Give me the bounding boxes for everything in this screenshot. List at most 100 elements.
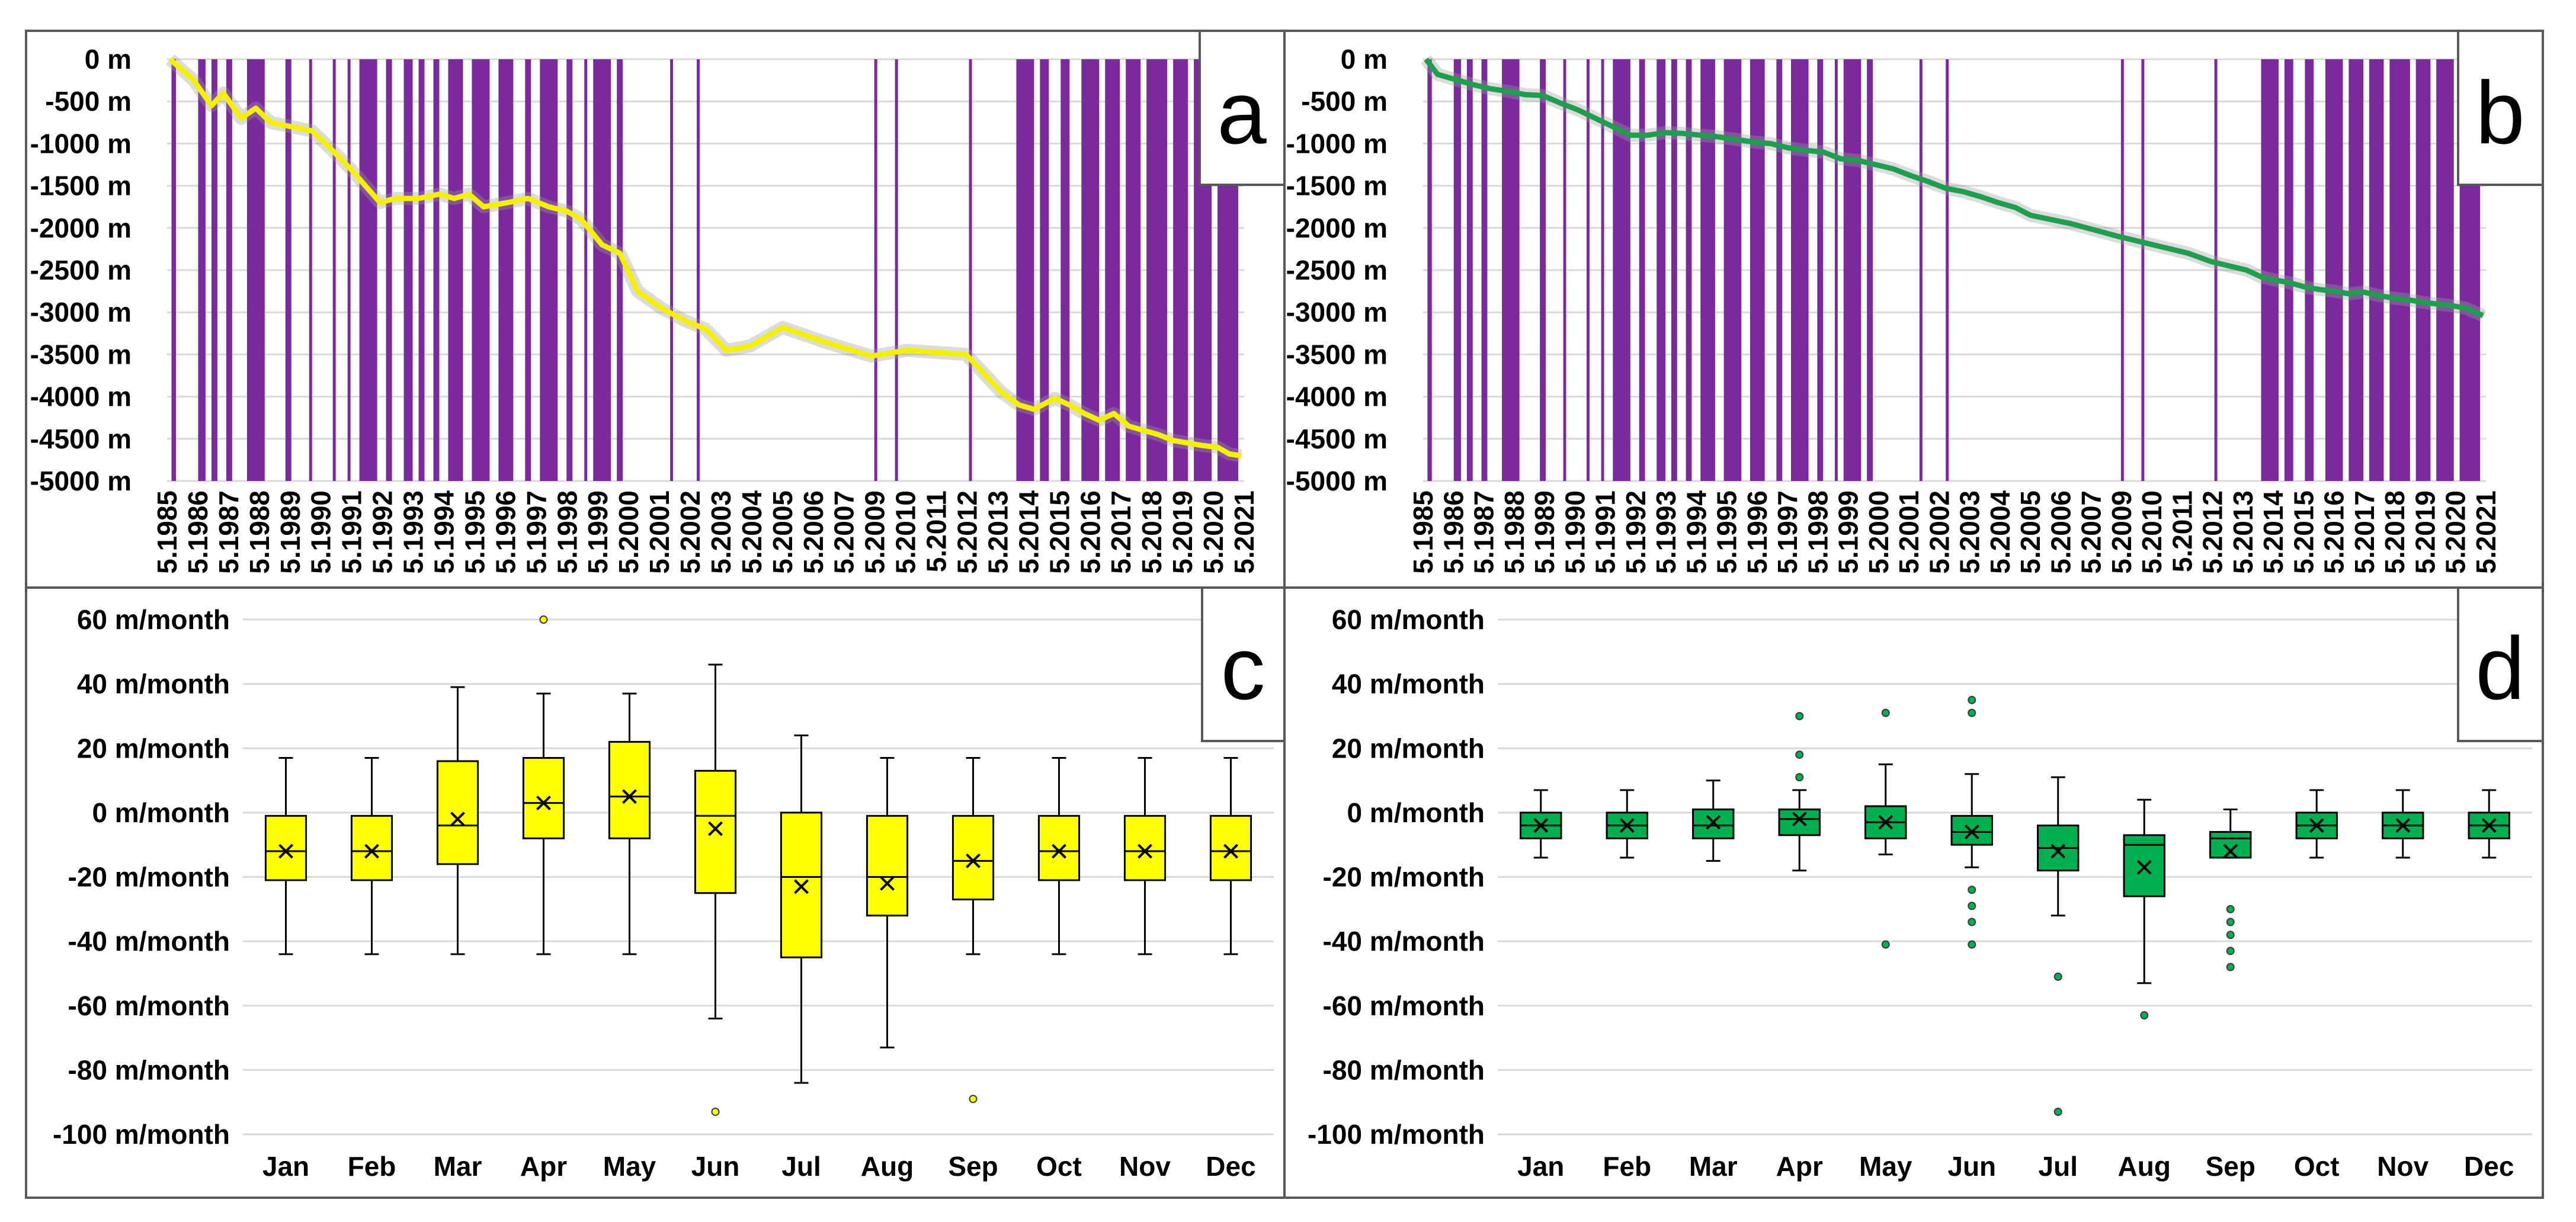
mean-marker — [1052, 843, 1066, 859]
mean-marker — [622, 789, 637, 804]
mean-marker — [2223, 843, 2238, 859]
x-tick-label: Mar — [434, 1151, 482, 1182]
x-tick-label: Aug — [861, 1151, 914, 1182]
x-tick-label: 5.2015 — [1044, 490, 1075, 574]
event-band — [593, 59, 611, 481]
y-tick-label: -2500 m — [30, 255, 132, 286]
panel-d-label: d — [2475, 618, 2524, 718]
event-band — [525, 59, 531, 481]
event-band — [1016, 59, 1034, 481]
event-band — [347, 59, 351, 481]
x-tick-label: 5.2001 — [1893, 490, 1924, 574]
event-band — [874, 59, 877, 481]
mean-marker — [1533, 818, 1549, 833]
event-band — [540, 59, 558, 481]
event-band — [1173, 59, 1188, 481]
y-tick-label: -40 m/month — [68, 926, 230, 957]
event-band — [1834, 59, 1838, 481]
outlier-point — [2053, 1107, 2062, 1116]
event-band — [617, 59, 623, 481]
outlier-point — [1968, 708, 1976, 717]
event-band — [1817, 59, 1824, 481]
y-tick-label: -500 m — [1301, 86, 1388, 117]
box — [1778, 808, 1821, 836]
event-band — [566, 59, 573, 481]
x-tick-label: Dec — [1206, 1151, 1255, 1182]
x-tick-label: 5.2012 — [2197, 490, 2228, 574]
x-tick-label: 5.1996 — [490, 490, 521, 574]
panel-d-label-box — [2457, 586, 2544, 742]
outlier-point — [969, 1095, 978, 1104]
outlier-point — [1968, 940, 1976, 949]
x-tick-label: 5.2003 — [706, 490, 736, 574]
x-tick-label: 5.1993 — [1651, 490, 1681, 574]
x-tick-label: 5.2004 — [1985, 490, 2016, 574]
x-tick-label: 5.1997 — [1772, 490, 1803, 574]
event-band — [1671, 59, 1677, 481]
x-tick-label: Feb — [1603, 1151, 1651, 1182]
event-band — [1502, 59, 1520, 481]
mean-marker — [1878, 814, 1893, 830]
event-band — [2284, 59, 2293, 481]
x-tick-label: 5.2003 — [1955, 490, 1985, 574]
x-tick-label: Oct — [2294, 1151, 2340, 1182]
x-tick-label: 5.2001 — [644, 490, 675, 574]
x-tick-label: 5.2009 — [860, 490, 890, 574]
box — [2209, 830, 2252, 859]
mean-marker — [1223, 843, 1238, 859]
y-tick-label: -60 m/month — [1323, 990, 1485, 1021]
outlier-point — [1881, 708, 1890, 717]
x-tick-label: Apr — [1776, 1151, 1823, 1182]
y-tick-label: -100 m/month — [1308, 1119, 1485, 1150]
outlier-point — [1968, 886, 1976, 894]
x-tick-label: 5.2019 — [2410, 490, 2440, 574]
y-tick-label: -2000 m — [1286, 213, 1388, 243]
x-tick-label: 5.2021 — [1229, 490, 1260, 574]
event-band — [309, 59, 312, 481]
panel-b: 0 m -500 m -1000 m -1500 m -2000 m -2500 m -30… — [1286, 44, 2501, 574]
panel-b-label-box — [2457, 30, 2544, 186]
x-tick-label: Apr — [520, 1151, 567, 1182]
x-tick-label: 5.2013 — [2228, 490, 2258, 574]
event-band — [2415, 59, 2431, 481]
x-tick-label: 5.2015 — [2288, 490, 2319, 574]
event-band — [2389, 59, 2410, 481]
event-band — [1750, 59, 1765, 481]
x-tick-label: 5.2019 — [1167, 490, 1198, 574]
x-tick-label: 5.1991 — [337, 490, 367, 574]
y-tick-label: -4500 m — [1286, 424, 1388, 454]
event-band — [2436, 59, 2454, 481]
x-tick-label: 5.1990 — [306, 490, 337, 574]
mean-marker — [1964, 825, 1979, 839]
event-band — [2141, 59, 2145, 481]
event-band — [2348, 59, 2363, 481]
x-tick-label: 5.2020 — [2440, 490, 2471, 574]
event-band — [498, 59, 514, 481]
mean-marker — [880, 875, 895, 891]
box — [1037, 814, 1081, 881]
x-tick-label: 5.1995 — [1712, 490, 1742, 574]
event-band — [2120, 59, 2124, 481]
x-tick-label: 5.1986 — [182, 490, 213, 574]
x-tick-label: 5.1985 — [152, 490, 182, 574]
event-band — [285, 59, 291, 481]
outlier-point — [1968, 902, 1976, 910]
x-tick-label: 5.2000 — [613, 490, 644, 574]
panel-a: 0 m -500 m -1000 m -1500 m -2000 m -2500 m -30… — [30, 44, 1260, 574]
x-tick-label: 5.2018 — [1136, 490, 1167, 574]
mean-marker — [1792, 812, 1807, 827]
outlier-point — [539, 615, 548, 624]
x-tick-label: Sep — [948, 1151, 998, 1182]
x-tick-label: Sep — [2206, 1151, 2255, 1182]
y-tick-label: 0 m — [1341, 44, 1388, 75]
y-tick-label: -60 m/month — [68, 990, 230, 1021]
y-tick-label: -1000 m — [30, 128, 132, 159]
event-band — [1946, 59, 1949, 481]
box — [608, 740, 651, 839]
x-tick-label: 5.1988 — [1499, 490, 1530, 574]
panel-c-label-box — [1201, 586, 1286, 742]
x-tick-label: 5.2014 — [1013, 490, 1044, 574]
x-tick-label: 5.1992 — [1620, 490, 1651, 574]
y-tick-label: -80 m/month — [68, 1054, 230, 1085]
